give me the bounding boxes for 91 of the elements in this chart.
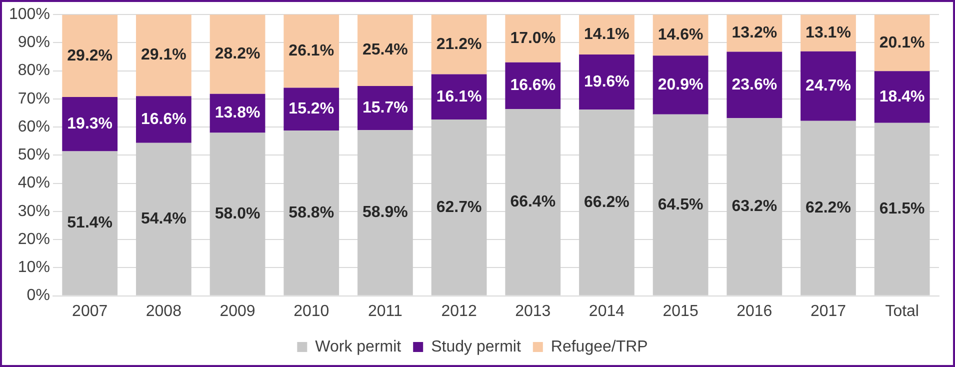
- data-label: 19.6%: [584, 73, 630, 90]
- bar: [652, 114, 708, 296]
- x-tick-label: 2012: [441, 302, 477, 320]
- data-label: 16.1%: [436, 88, 482, 106]
- y-tick-label: 90%: [18, 34, 50, 52]
- bar: [210, 14, 266, 94]
- data-label: 26.1%: [288, 42, 334, 60]
- bar: [136, 142, 192, 296]
- data-label: 16.6%: [140, 110, 186, 128]
- bar: [431, 14, 487, 74]
- data-label: 18.4%: [879, 88, 925, 106]
- bar: [505, 109, 561, 296]
- bar: [358, 14, 413, 86]
- bar: [726, 52, 782, 118]
- data-label: 13.8%: [214, 104, 260, 122]
- data-label: 64.5%: [658, 196, 704, 214]
- x-tick-label: 2010: [294, 302, 330, 320]
- data-label: 13.2%: [732, 24, 778, 42]
- bar: [579, 54, 634, 110]
- y-tick-label: 80%: [18, 62, 50, 80]
- bar: [431, 119, 487, 296]
- data-label: 51.4%: [67, 214, 113, 232]
- x-tick-label: 2011: [368, 302, 403, 320]
- x-tick-label: 2008: [146, 302, 182, 320]
- data-label: 66.4%: [510, 194, 556, 211]
- y-tick-label: 10%: [18, 259, 50, 276]
- data-label: 63.2%: [732, 198, 778, 216]
- data-label: 62.2%: [806, 200, 851, 217]
- bar: [874, 122, 930, 296]
- data-label: 23.6%: [732, 76, 778, 94]
- data-label: 58.0%: [214, 205, 260, 222]
- x-tick-label: Total: [885, 302, 919, 320]
- bar: [62, 151, 118, 296]
- x-tick-label: 2007: [72, 302, 108, 320]
- x-tick-label: 2009: [220, 302, 256, 320]
- data-label: 29.2%: [67, 47, 113, 64]
- bar: [62, 96, 118, 152]
- bar: [136, 14, 192, 96]
- y-tick-label: 100%: [9, 6, 50, 24]
- bar: [800, 51, 856, 121]
- y-tick-label: 0%: [26, 287, 50, 304]
- bar: [358, 130, 413, 296]
- y-tick-label: 50%: [18, 146, 50, 164]
- y-tick-label: 60%: [18, 118, 50, 136]
- data-label: 58.8%: [288, 204, 334, 222]
- bar: [136, 96, 192, 143]
- data-label: 20.9%: [658, 76, 704, 94]
- x-tick-label: 2015: [662, 302, 698, 320]
- data-label: 24.7%: [806, 78, 851, 95]
- legend-label: Refugee/TRP: [550, 338, 648, 356]
- x-tick-label: 2016: [736, 302, 772, 320]
- data-label: 62.7%: [436, 198, 482, 216]
- y-tick-label: 70%: [18, 90, 50, 108]
- bar: [874, 14, 930, 72]
- data-label: 58.9%: [362, 204, 408, 222]
- legend-label: Study permit: [431, 338, 522, 356]
- bar: [358, 86, 413, 130]
- data-label: 61.5%: [879, 200, 925, 218]
- data-label: 20.1%: [879, 34, 925, 52]
- bar: [62, 14, 118, 97]
- y-tick-label: 30%: [18, 202, 50, 220]
- y-tick-label: 40%: [18, 174, 50, 192]
- data-label: 15.7%: [362, 100, 408, 117]
- bar: [874, 71, 930, 123]
- x-tick-label: 2017: [810, 302, 846, 320]
- data-label: 14.6%: [658, 26, 704, 44]
- data-label: 16.6%: [510, 77, 556, 94]
- data-label: 17.0%: [510, 30, 556, 47]
- data-label: 19.3%: [67, 116, 113, 133]
- bar: [284, 88, 340, 130]
- bar: [284, 14, 340, 88]
- data-label: 54.4%: [140, 210, 186, 228]
- bar: [505, 14, 561, 62]
- bar: [652, 56, 708, 114]
- y-tick-label: 20%: [18, 230, 50, 248]
- data-label: 15.2%: [288, 100, 334, 118]
- bar: [800, 120, 856, 296]
- bar: [284, 130, 340, 296]
- x-tick-label: 2013: [515, 302, 551, 320]
- data-label: 28.2%: [214, 46, 260, 63]
- data-label: 13.1%: [806, 24, 851, 42]
- bar: [579, 110, 634, 296]
- data-label: 25.4%: [362, 42, 408, 59]
- bar: [210, 132, 266, 296]
- legend-label: Work permit: [315, 338, 402, 356]
- data-label: 66.2%: [584, 194, 630, 211]
- data-label: 14.1%: [584, 26, 630, 44]
- data-label: 21.2%: [436, 36, 482, 53]
- x-tick-label: 2014: [588, 302, 625, 320]
- data-label: 29.1%: [140, 46, 186, 64]
- bar: [726, 118, 782, 296]
